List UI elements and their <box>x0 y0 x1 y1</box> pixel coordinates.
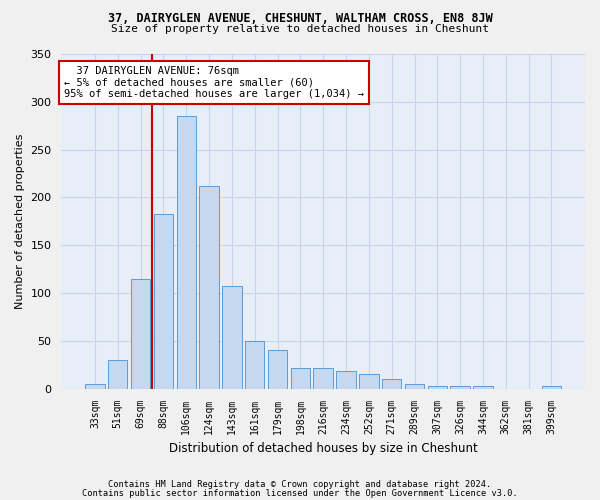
X-axis label: Distribution of detached houses by size in Cheshunt: Distribution of detached houses by size … <box>169 442 478 455</box>
Bar <box>108 360 127 388</box>
Bar <box>154 214 173 388</box>
Bar <box>131 278 150 388</box>
Text: Size of property relative to detached houses in Cheshunt: Size of property relative to detached ho… <box>111 24 489 34</box>
Text: Contains public sector information licensed under the Open Government Licence v3: Contains public sector information licen… <box>82 489 518 498</box>
Bar <box>245 341 265 388</box>
Bar <box>428 386 447 388</box>
Bar <box>359 374 379 388</box>
Bar <box>542 386 561 388</box>
Bar <box>313 368 333 388</box>
Bar <box>473 386 493 388</box>
Text: Contains HM Land Registry data © Crown copyright and database right 2024.: Contains HM Land Registry data © Crown c… <box>109 480 491 489</box>
Bar <box>176 116 196 388</box>
Text: 37 DAIRYGLEN AVENUE: 76sqm
← 5% of detached houses are smaller (60)
95% of semi-: 37 DAIRYGLEN AVENUE: 76sqm ← 5% of detac… <box>64 66 364 99</box>
Bar <box>337 372 356 388</box>
Bar <box>222 286 242 388</box>
Bar <box>382 379 401 388</box>
Bar <box>451 386 470 388</box>
Bar <box>199 186 219 388</box>
Bar <box>405 384 424 388</box>
Text: 37, DAIRYGLEN AVENUE, CHESHUNT, WALTHAM CROSS, EN8 8JW: 37, DAIRYGLEN AVENUE, CHESHUNT, WALTHAM … <box>107 12 493 26</box>
Y-axis label: Number of detached properties: Number of detached properties <box>15 134 25 309</box>
Bar <box>290 368 310 388</box>
Bar <box>268 350 287 389</box>
Bar <box>85 384 104 388</box>
